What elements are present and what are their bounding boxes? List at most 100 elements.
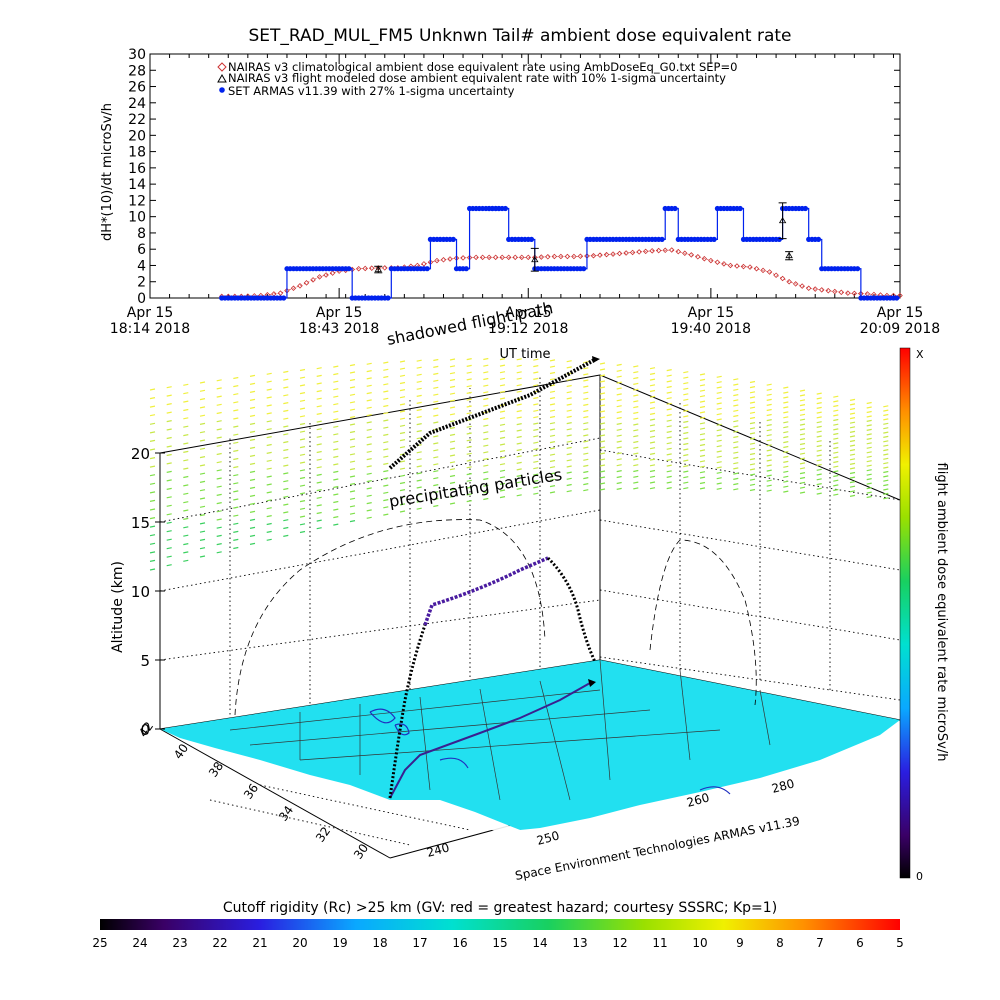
particle-mark xyxy=(233,490,239,493)
particle-mark xyxy=(833,395,839,398)
particle-mark xyxy=(866,482,872,485)
particle-mark xyxy=(699,411,706,414)
particle-mark xyxy=(349,453,356,456)
particle-mark xyxy=(749,483,756,486)
particle-mark xyxy=(316,489,322,492)
climatological-point xyxy=(851,290,858,297)
particle-mark xyxy=(199,389,206,392)
particle-mark xyxy=(683,393,689,396)
particle-mark xyxy=(716,375,722,378)
particle-mark xyxy=(266,372,272,375)
particle-mark xyxy=(533,422,539,425)
particle-mark xyxy=(199,456,206,459)
particle-mark xyxy=(516,435,522,439)
particle-mark xyxy=(599,482,606,485)
y-tick-label: 22 xyxy=(128,112,146,128)
particle-mark xyxy=(649,447,656,450)
particle-mark xyxy=(216,379,222,382)
particle-mark xyxy=(799,457,806,460)
climatological-point xyxy=(662,247,668,254)
particle-mark xyxy=(816,440,822,443)
z-tick-label: 15 xyxy=(131,514,150,532)
particle-mark xyxy=(199,406,206,409)
particle-mark xyxy=(599,452,606,455)
particle-mark xyxy=(633,481,639,484)
particle-mark xyxy=(499,397,506,400)
particle-mark xyxy=(649,452,656,455)
particle-mark xyxy=(549,478,556,481)
particle-mark xyxy=(483,397,489,401)
particle-mark xyxy=(216,518,222,521)
particle-mark xyxy=(233,498,239,501)
particle-mark xyxy=(499,417,506,420)
particle-mark xyxy=(749,463,756,466)
particle-mark xyxy=(533,371,539,374)
particle-mark xyxy=(783,465,789,468)
particle-mark xyxy=(499,489,506,492)
particle-mark xyxy=(166,555,172,558)
particle-mark xyxy=(616,446,622,449)
particle-mark xyxy=(266,428,272,431)
particle-mark xyxy=(149,465,156,468)
particle-mark xyxy=(433,421,439,424)
particle-mark xyxy=(699,471,706,474)
particle-mark xyxy=(433,414,439,417)
particle-mark xyxy=(449,358,456,361)
modeled-point xyxy=(778,216,787,224)
particle-mark xyxy=(699,405,706,409)
particle-mark xyxy=(266,396,272,399)
particle-mark xyxy=(599,404,606,407)
particle-mark xyxy=(416,500,422,503)
right-colorbar-bottom-label: 0 xyxy=(916,870,923,883)
particle-mark xyxy=(699,443,706,447)
particle-mark xyxy=(283,526,289,530)
particle-mark xyxy=(366,421,372,424)
particle-mark xyxy=(733,462,739,465)
y-tick-label: 4 xyxy=(137,258,146,274)
armas-point xyxy=(815,236,822,242)
particle-mark xyxy=(466,432,472,435)
particle-mark xyxy=(399,460,406,463)
particle-mark xyxy=(799,413,806,416)
particle-mark xyxy=(549,428,556,431)
particle-mark xyxy=(199,489,206,492)
particle-mark xyxy=(533,467,539,470)
particle-mark xyxy=(383,441,389,444)
particle-mark xyxy=(749,416,756,420)
particle-mark xyxy=(283,456,289,459)
particle-mark xyxy=(716,434,722,437)
particle-mark xyxy=(183,517,189,520)
particle-mark xyxy=(149,491,156,494)
particle-mark xyxy=(633,475,639,478)
particle-mark xyxy=(366,480,372,483)
particle-mark xyxy=(649,475,656,478)
particle-mark xyxy=(549,453,556,456)
particle-mark xyxy=(166,504,172,507)
particle-mark xyxy=(499,482,506,485)
particle-mark xyxy=(783,421,789,424)
particle-mark xyxy=(783,441,789,444)
particle-mark xyxy=(183,425,189,428)
particle-mark xyxy=(166,386,172,389)
particle-mark xyxy=(833,442,839,445)
particle-mark xyxy=(433,497,439,501)
particle-mark xyxy=(149,422,156,425)
particle-mark xyxy=(883,405,889,408)
particle-mark xyxy=(149,431,156,434)
particle-mark xyxy=(516,423,522,426)
particle-mark xyxy=(583,391,589,394)
particle-mark xyxy=(449,447,456,450)
particle-mark xyxy=(516,390,522,393)
particle-mark xyxy=(516,358,522,361)
particle-mark xyxy=(349,408,356,411)
particle-mark xyxy=(249,406,256,409)
particle-mark xyxy=(366,392,372,395)
particle-mark xyxy=(883,444,889,447)
lon-tick-label: 280 xyxy=(770,776,796,795)
particle-mark xyxy=(299,530,306,534)
climatological-point xyxy=(734,263,740,269)
particle-mark xyxy=(783,445,789,449)
particle-mark xyxy=(666,397,672,400)
particle-mark xyxy=(516,416,522,419)
climatological-point xyxy=(277,290,284,296)
